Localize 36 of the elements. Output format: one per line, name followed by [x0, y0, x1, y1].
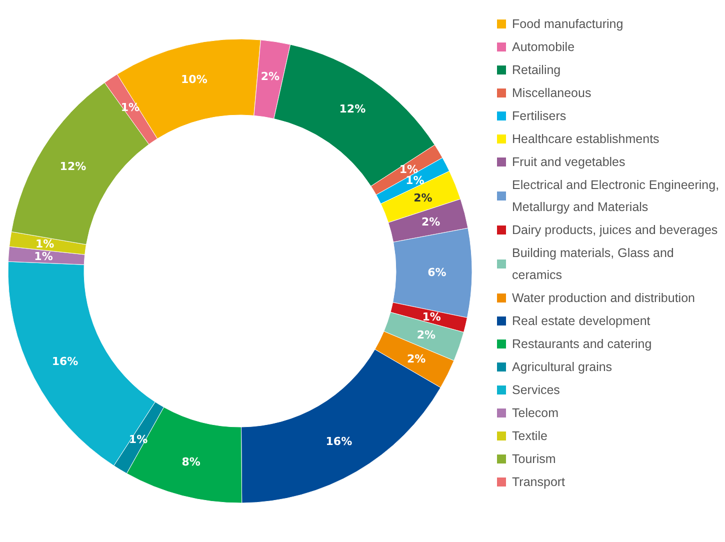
data-label: 1% [399, 162, 418, 176]
legend-label: Transport [512, 475, 566, 489]
data-label: 16% [326, 434, 352, 448]
data-label: 2% [414, 191, 432, 204]
legend-label: Food manufacturing [512, 17, 624, 31]
legend-label: Textile [512, 429, 548, 443]
data-label: 12% [60, 160, 86, 174]
data-label: 10% [181, 72, 208, 86]
legend-label: Fertilisers [512, 109, 566, 123]
legend-label: Water production and distribution [512, 291, 696, 305]
legend-label: Services [512, 383, 560, 397]
legend-label: Retailing [512, 63, 561, 77]
legend-label: Building materials, Glass and ceramics [512, 246, 678, 282]
legend-label: Real estate development [512, 314, 651, 328]
data-label: 8% [182, 455, 200, 468]
data-label: 2% [407, 352, 426, 366]
legend-label: Healthcare establishments [512, 132, 660, 146]
legend-label: Electrical and Electronic Engineering, Metallurgy and Materials [512, 178, 723, 214]
data-label: 12% [339, 102, 366, 116]
data-label: 16% [52, 355, 78, 368]
data-label: 2% [416, 328, 436, 342]
legend-label: Miscellaneous [512, 86, 592, 100]
data-label: 6% [428, 266, 446, 280]
legend-label: Restaurants and catering [512, 337, 652, 351]
legend-label: Agricultural grains [512, 360, 612, 374]
data-label: 1% [406, 174, 424, 187]
legend-label: Automobile [512, 40, 575, 54]
legend-label: Telecom [512, 406, 559, 420]
data-label: 2% [260, 70, 280, 83]
data-label: 1% [34, 250, 53, 264]
legend-label: Fruit and vegetables [512, 155, 626, 169]
legend-label: Dairy products, juices and beverages [512, 223, 718, 237]
data-label: 1% [36, 237, 54, 250]
data-label: 2% [421, 216, 440, 229]
data-label: 1% [422, 310, 441, 324]
legend-label: Tourism [512, 452, 556, 466]
